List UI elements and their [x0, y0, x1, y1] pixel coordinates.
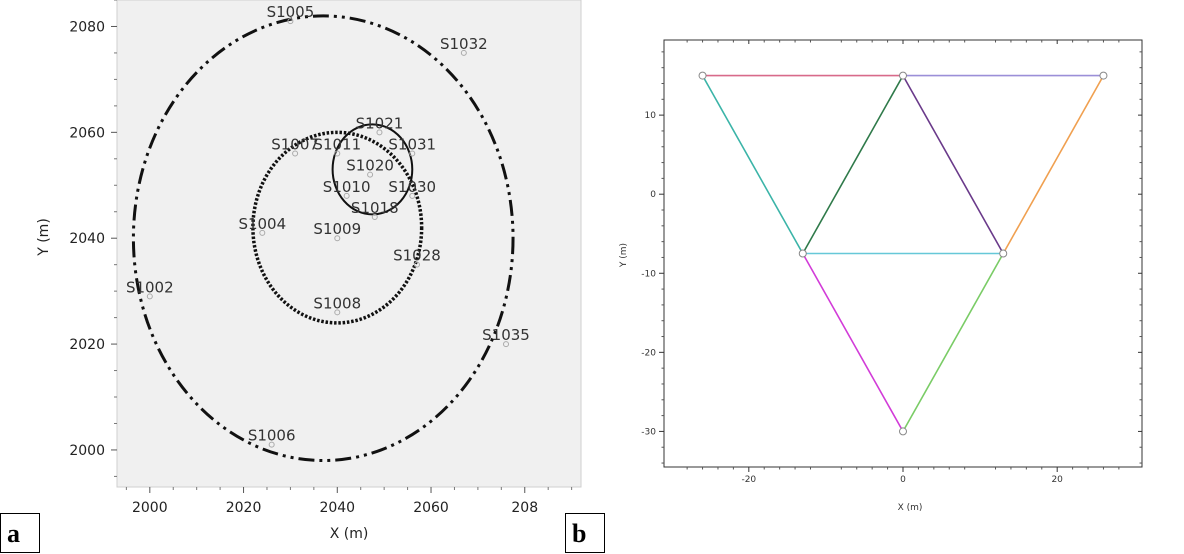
- chart-a-x-tick-label: 208: [511, 500, 538, 516]
- chart-a-station-label: S1020: [346, 157, 394, 175]
- panel-label-a: a: [0, 513, 40, 553]
- chart-a-station-label: S1004: [238, 215, 286, 233]
- chart-a-y-tick-label: 2000: [69, 443, 105, 459]
- chart-a-y-ticks: 2000 2020 2040 2060 2080: [69, 0, 117, 477]
- chart-a-station-label: S1007: [271, 136, 319, 154]
- chart-a-x-tick-label: 2060: [413, 500, 449, 516]
- chart-a-x-tick-label: 2040: [319, 500, 355, 516]
- chart-a-station-marker: [292, 150, 299, 157]
- chart-a-station-marker: [343, 192, 350, 199]
- chart-a-y-tick-label: 2040: [69, 231, 105, 247]
- chart-a-station-label: S1031: [388, 136, 436, 154]
- chart-a-station-label: S1006: [248, 427, 296, 445]
- chart-a-plot-area: [116, 0, 582, 488]
- chart-a-station-marker: [334, 235, 341, 242]
- chart-a-station-label: S1005: [267, 3, 315, 21]
- chart-a-x-tick-label: 2020: [226, 500, 262, 516]
- chart-a-y-tick-label: 2060: [69, 125, 105, 141]
- chart-a-y-tick-label: 2020: [69, 337, 105, 353]
- chart-a-station-label: S1028: [393, 247, 441, 265]
- chart-a-station-label: S1018: [351, 199, 399, 217]
- chart-a-station-label: S1035: [482, 326, 530, 344]
- chart-a-station-marker: [334, 309, 341, 316]
- chart-a-x-tick-label: 2000: [132, 500, 168, 516]
- chart-a-station-marker: [287, 18, 294, 25]
- chart-a-station-label: S1021: [356, 114, 404, 132]
- chart-a-station-marker: [409, 150, 416, 157]
- panel-label-b: b: [565, 513, 605, 553]
- chart-a-dash-dot-dot-circle: [131, 14, 515, 463]
- chart-a-circles: [131, 14, 515, 463]
- chart-a-station-label: S1008: [313, 294, 361, 312]
- chart-a-dotted-circle: [251, 130, 424, 325]
- chart-a-station-marker: [146, 293, 153, 300]
- chart-a-station-marker: [371, 214, 378, 221]
- chart-a-station-label: S1032: [440, 35, 488, 53]
- chart-a-station-label: S1010: [323, 178, 371, 196]
- chart-a-station-marker: [409, 192, 416, 199]
- chart-a-x-axis-label: X (m): [330, 526, 369, 542]
- chart-a-solid-circle: [331, 123, 414, 216]
- chart-a-station-label: S1009: [313, 220, 361, 238]
- chart-a-station-marker: [268, 441, 275, 448]
- chart-a-station-marker: [334, 150, 341, 157]
- chart-a-station-marker: [376, 129, 383, 136]
- chart-a-station-label: S1011: [313, 136, 361, 154]
- chart-a-y-axis-label: Y (m): [36, 218, 52, 257]
- chart-a-station-marker: [503, 341, 510, 348]
- chart-a-x-ticks: 2000 2020 2040 2060 208: [125, 487, 573, 516]
- chart-a-y-tick-label: 2080: [69, 19, 105, 35]
- chart-a-station-marker: [367, 171, 374, 178]
- chart-a-station-marker: [259, 229, 266, 236]
- chart-a-station-marker: [460, 49, 467, 56]
- chart-a-station-label: S1002: [126, 278, 174, 296]
- chart-a-station-marker: [413, 261, 420, 268]
- chart-a-station-label: S1030: [388, 178, 436, 196]
